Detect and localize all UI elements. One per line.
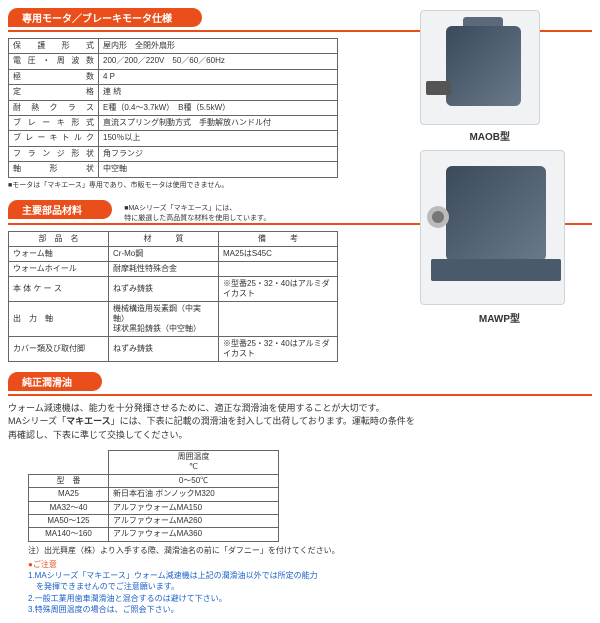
product-image-maob (420, 10, 540, 125)
lube-oil: 新日本石油 ボンノックM320 (109, 488, 279, 501)
mat-material: Cr-Mo鋼 (109, 246, 219, 261)
materials-table: 部 品 名 材 質 備 考 ウォーム軸Cr-Mo鋼MA25はS45C ウォームホイ… (8, 231, 338, 362)
mat-note: ※型番25・32・40はアルミダイカスト (219, 336, 338, 361)
spec-table: 保 護 形 式屋内形 全閉外扇形電圧・周波数200／200／220V 50／60… (8, 38, 338, 178)
warn-header: ●ご注意 (28, 560, 57, 569)
spec-label: ブレーキトルク (9, 131, 99, 146)
spec-label: 極 数 (9, 69, 99, 84)
mat-note (219, 301, 338, 336)
mat-note: ※型番25・32・40はアルミダイカスト (219, 276, 338, 301)
lube-p2c: 」には、下表に記載の潤滑油を封入して出荷しております。運転時の条件を (111, 416, 415, 426)
lube-p3: 再確認し、下表に準じて交換してください。 (8, 430, 187, 440)
spec-label: 耐 熱 ク ラ ス (9, 100, 99, 115)
spec-value: 直流スプリング制動方式 手動解放ハンドル付 (99, 115, 338, 130)
mat-name: ウォームホイール (9, 261, 109, 276)
section-badge-materials: 主要部品材料 (8, 200, 112, 219)
lube-p2a: MAシリーズ「 (8, 416, 66, 426)
product-image-mawp (420, 150, 565, 305)
lube-p1: ウォーム減速機は、能力を十分発揮させるために、適正な潤滑油を使用することが大切で… (8, 403, 385, 413)
mat-hdr-note: 備 考 (219, 231, 338, 246)
spec-value: 角フランジ (99, 146, 338, 161)
spec-value: 屋内形 全閉外扇形 (99, 39, 338, 54)
mat-hdr-material: 材 質 (109, 231, 219, 246)
lube-table: 周囲温度 ℃ 型 番 0～50℃ MA25新日本石油 ボンノックM320MA32… (28, 450, 279, 542)
spec-label: ブレーキ形式 (9, 115, 99, 130)
mat-hdr-name: 部 品 名 (9, 231, 109, 246)
lube-model: MA50～125 (29, 514, 109, 527)
label-maob: MAOB型 (469, 128, 510, 143)
mat-note (219, 261, 338, 276)
mat-name: 出 力 軸 (9, 301, 109, 336)
lube-hdr-ambient: 周囲温度 ℃ (109, 451, 279, 475)
mat-note: MA25はS45C (219, 246, 338, 261)
spec-value: E種（0.4～3.7kW） B種（5.5kW） (99, 100, 338, 115)
lube-model: MA32～40 (29, 501, 109, 514)
spec-value: 200／200／220V 50／60／60Hz (99, 54, 338, 69)
mat-name: 本 体 ケ ー ス (9, 276, 109, 301)
mat-name: カバー類及び取付脚 (9, 336, 109, 361)
spec-label: フランジ形状 (9, 146, 99, 161)
warn-2: 2.一般工業用歯車潤滑油と混合するのは避けて下さい。 (28, 594, 227, 603)
section-badge-motor: 専用モータ／ブレーキモータ仕様 (8, 8, 202, 27)
lube-footnote: 注）出光興産（株）より入手する際、潤滑油名の前に「ダフニー」を付けてください。 (28, 545, 592, 556)
label-mawp: MAWP型 (479, 310, 520, 325)
lube-empty-corner (29, 451, 109, 475)
spec-value: 150％以上 (99, 131, 338, 146)
mat-name: ウォーム軸 (9, 246, 109, 261)
mat-material: 機械構造用炭素鋼（中実軸） 球状黒鉛鋳鉄（中空軸） (109, 301, 219, 336)
lube-bold: マキエース (66, 416, 111, 426)
warn-3: 3.特殊周囲温度の場合は、ご照会下さい。 (28, 605, 179, 614)
lube-hdr-model: 型 番 (29, 474, 109, 487)
spec-value: 連 続 (99, 85, 338, 100)
lube-description: ウォーム減速機は、能力を十分発揮させるために、適正な潤滑油を使用することが大切で… (8, 402, 592, 443)
mat-material: ねずみ鋳鉄 (109, 336, 219, 361)
spec-label: 定 格 (9, 85, 99, 100)
spec-label: 電圧・周波数 (9, 54, 99, 69)
spec-value: 4 P (99, 69, 338, 84)
mat-material: ねずみ鋳鉄 (109, 276, 219, 301)
spec-label: 軸 形 状 (9, 162, 99, 177)
lube-oil: アルファウォームMA360 (109, 528, 279, 541)
mat-material: 耐摩耗性特殊合金 (109, 261, 219, 276)
spec-value: 中空軸 (99, 162, 338, 177)
spec-label: 保 護 形 式 (9, 39, 99, 54)
section-badge-lube: 純正潤滑油 (8, 372, 102, 391)
lube-hdr-temprange: 0～50℃ (109, 474, 279, 487)
lube-model: MA140～160 (29, 528, 109, 541)
lube-oil: アルファウォームMA150 (109, 501, 279, 514)
materials-sidenote: ■MAシリーズ「マキエース」には、 特に厳選した高品質な材料を使用しています。 (124, 203, 270, 223)
lube-oil: アルファウォームMA260 (109, 514, 279, 527)
lube-model: MA25 (29, 488, 109, 501)
warnings-block: ●ご注意 1.MAシリーズ「マキエース」ウォーム減速機は上記の潤滑油以外では所定… (28, 559, 592, 615)
warn-1: 1.MAシリーズ「マキエース」ウォーム減速機は上記の潤滑油以外では所定の能力 を… (28, 571, 318, 591)
hr (8, 394, 592, 396)
